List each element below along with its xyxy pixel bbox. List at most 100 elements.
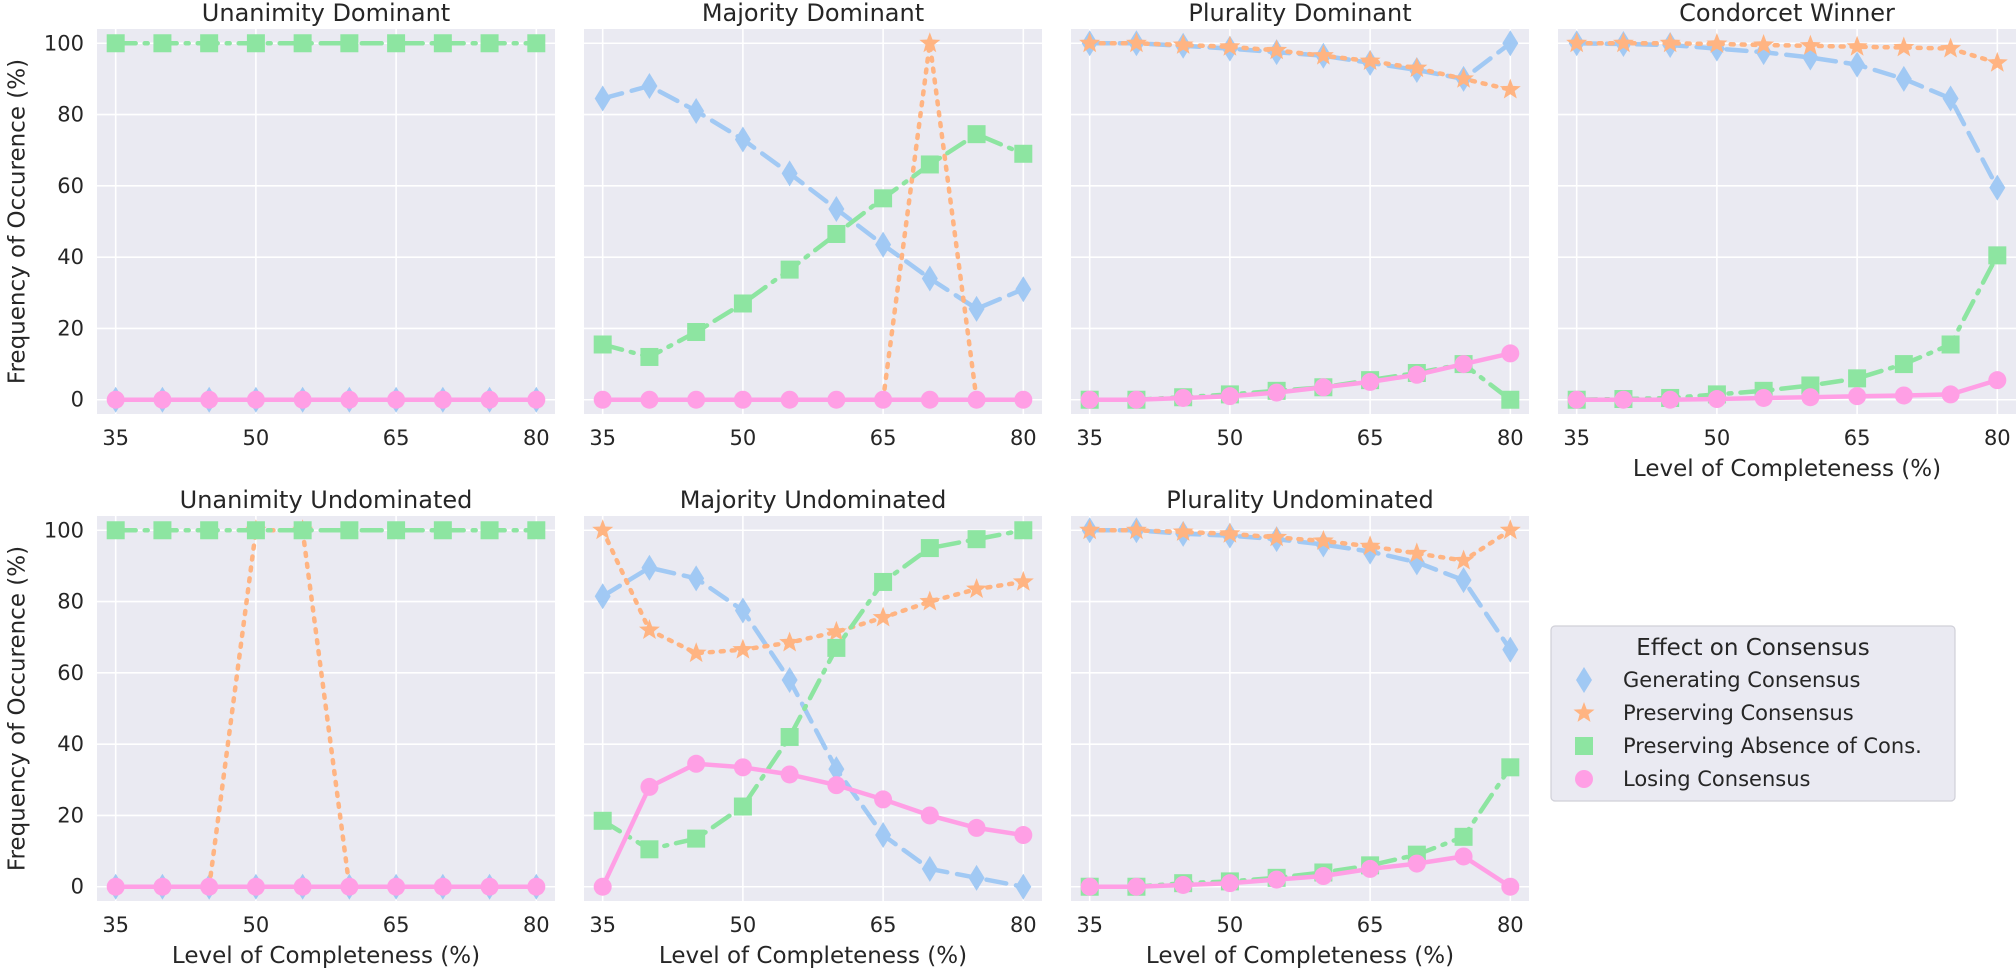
data-point-abs <box>527 34 546 53</box>
data-point-lose <box>1080 877 1099 896</box>
legend-label: Losing Consensus <box>1623 767 1810 791</box>
data-point-pres <box>1566 32 1588 53</box>
x-axis-label: Level of Completeness (%) <box>1633 456 1941 482</box>
data-point-abs <box>593 335 612 354</box>
series-line-lose <box>600 761 1026 889</box>
data-point-pres <box>1893 36 1915 57</box>
data-point-abs <box>733 797 752 816</box>
x-tick-label: 50 <box>1704 426 1731 450</box>
data-point-abs <box>874 572 893 591</box>
data-point-pres <box>1266 526 1288 547</box>
data-point-pres <box>1940 37 1961 58</box>
data-point-abs <box>433 34 452 53</box>
chart-panel: Condorcet Winner 35 50 65 80 Level of Complet… <box>1558 0 2016 482</box>
data-point-gen <box>921 265 938 292</box>
data-point-lose <box>640 390 659 409</box>
data-point-gen <box>594 85 611 112</box>
chart-panel: Unanimity Dominant 35 50 65 80 0 20 40 60 80 100 Fr… <box>5 0 555 450</box>
x-tick-label: 50 <box>730 913 757 937</box>
data-point-pres <box>919 590 941 611</box>
legend-label: Preserving Absence of Cons. <box>1623 734 1922 758</box>
data-point-abs <box>246 521 265 540</box>
data-point-abs <box>1848 369 1867 388</box>
data-point-lose <box>827 776 846 795</box>
y-tick-label: 0 <box>71 388 84 412</box>
data-point-abs <box>293 521 312 540</box>
data-point-pres <box>1219 522 1241 543</box>
data-point-lose <box>1848 387 1867 406</box>
data-point-lose <box>153 877 172 896</box>
data-point-abs <box>106 521 125 540</box>
x-tick-label: 80 <box>523 426 550 450</box>
series-line-pres <box>1574 41 2000 66</box>
data-point-lose <box>1661 390 1680 409</box>
data-point-abs <box>200 521 219 540</box>
y-tick-label: 0 <box>71 875 84 899</box>
data-point-abs <box>780 728 799 747</box>
data-point-lose <box>1014 826 1033 845</box>
panel-title: Unanimity Dominant <box>202 0 450 27</box>
x-tick-label: 35 <box>102 426 129 450</box>
data-point-pres <box>1846 35 1868 56</box>
x-tick-label: 80 <box>1010 426 1037 450</box>
data-point-abs <box>246 34 265 53</box>
y-tick-label: 20 <box>57 316 84 340</box>
data-point-lose <box>1614 390 1633 409</box>
data-point-pres <box>685 642 707 663</box>
data-point-lose <box>920 806 939 825</box>
series-line-pres <box>1087 528 1513 563</box>
data-point-gen <box>828 196 845 223</box>
x-tick-label: 50 <box>730 426 757 450</box>
data-point-lose <box>1267 870 1286 889</box>
x-tick-label: 65 <box>383 913 410 937</box>
data-point-gen <box>594 583 611 610</box>
data-point-abs <box>480 34 499 53</box>
data-point-lose <box>293 877 312 896</box>
data-point-lose <box>1988 371 2007 390</box>
data-point-abs <box>1894 355 1913 374</box>
legend-box <box>1550 625 1956 802</box>
data-point-abs <box>640 840 659 859</box>
data-point-lose <box>246 877 265 896</box>
data-point-lose <box>967 390 986 409</box>
data-point-abs <box>640 347 659 366</box>
data-point-pres <box>592 519 614 540</box>
x-tick-label: 80 <box>523 913 550 937</box>
data-point-lose <box>1501 877 1520 896</box>
data-point-lose <box>106 390 125 409</box>
data-point-abs <box>1501 390 1520 409</box>
chart-panel: Majority Dominant 35 50 65 80 <box>584 0 1042 450</box>
x-tick-label: 80 <box>1010 913 1037 937</box>
data-point-pres <box>1172 521 1194 541</box>
legend: Effect on Consensus Generating Consensus P… <box>1550 625 1956 802</box>
data-point-lose <box>200 877 219 896</box>
data-point-gen <box>1502 30 1519 57</box>
data-point-pres <box>1499 519 1521 540</box>
data-point-lose <box>1407 365 1426 384</box>
x-tick-label: 50 <box>1217 426 1244 450</box>
data-point-abs <box>1941 335 1960 354</box>
data-point-lose <box>593 877 612 896</box>
data-point-gen <box>875 231 892 258</box>
data-point-abs <box>387 521 406 540</box>
data-point-lose <box>1754 388 1773 407</box>
series-line-abs <box>600 528 1026 852</box>
data-point-abs <box>920 539 939 558</box>
data-point-pres <box>1359 50 1381 70</box>
series-line-gen <box>600 565 1026 889</box>
data-point-pres <box>1126 32 1147 53</box>
panel-title: Majority Undominated <box>680 486 947 514</box>
x-tick-label: 80 <box>1984 426 2011 450</box>
x-tick-label: 35 <box>102 913 129 937</box>
data-point-lose <box>1567 390 1586 409</box>
chart-panel: Majority Undominated 35 50 65 80 Level of Com… <box>584 486 1042 969</box>
series-line-lose <box>1087 351 1513 402</box>
data-point-lose <box>1220 874 1239 893</box>
data-point-pres <box>825 620 847 641</box>
data-point-lose <box>593 390 612 409</box>
data-point-gen <box>1942 85 1959 112</box>
data-point-lose <box>1314 378 1333 397</box>
x-tick-label: 65 <box>1357 913 1384 937</box>
data-point-pres <box>1126 519 1147 540</box>
